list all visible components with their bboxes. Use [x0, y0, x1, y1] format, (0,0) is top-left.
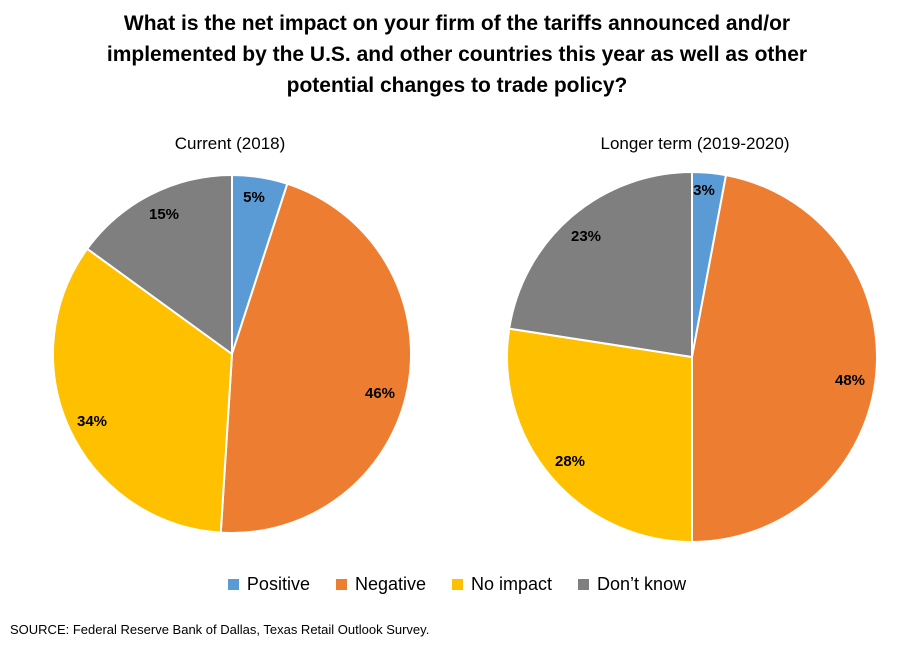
chart-title: What is the net impact on your firm of t… [106, 12, 808, 97]
legend-swatch-positive [227, 579, 239, 590]
legend-swatch-no-impact [452, 579, 463, 590]
source-note: SOURCE: Federal Reserve Bank of Dallas, … [10, 622, 430, 637]
pie-label-current-negative: 46% [365, 385, 395, 402]
pie-slice-current-negative [219, 182, 412, 534]
pie-slice-longer-term-negative [691, 173, 878, 544]
pie-slice-current-no-impact [52, 247, 234, 534]
legend-label-positive: Positive [246, 574, 310, 594]
legend-item-negative: Negative [335, 574, 426, 595]
legend-item-positive: Positive [227, 574, 310, 595]
legend-item-no-impact: No impact [452, 574, 552, 595]
pie-label-current-positive: 5% [243, 189, 265, 206]
pie-slice-longer-term-don-t-know [508, 170, 693, 359]
legend: Positive Negative No impact Don’t know [0, 574, 914, 595]
pie-slice-current-don-t-know [85, 173, 233, 356]
pie-label-current-no-impact: 34% [77, 413, 107, 430]
pie-label-longer-term-don-t-know: 23% [571, 228, 601, 245]
pie-label-longer-term-negative: 48% [835, 372, 865, 389]
pie-longer-term: 3% 48% 28% 23% [506, 170, 878, 544]
pie-subtitle-longer-term: Longer term (2019-2020) [600, 134, 789, 153]
pie-subtitle-current: Current (2018) [175, 134, 286, 153]
legend-swatch-negative [335, 579, 347, 590]
pie-slice-longer-term-no-impact [506, 327, 693, 544]
pie-current: 5% 46% 34% 15% [52, 173, 412, 534]
pie-label-longer-term-positive: 3% [693, 182, 715, 199]
legend-label-no-impact: No impact [471, 574, 553, 594]
pie-label-current-don-t-know: 15% [149, 206, 179, 223]
legend-label-dont-know: Don’t know [597, 574, 687, 594]
legend-label-negative: Negative [354, 574, 426, 594]
legend-item-dont-know: Don’t know [578, 574, 686, 595]
pie-label-longer-term-no-impact: 28% [555, 453, 585, 470]
legend-swatch-dont-know [578, 579, 590, 590]
